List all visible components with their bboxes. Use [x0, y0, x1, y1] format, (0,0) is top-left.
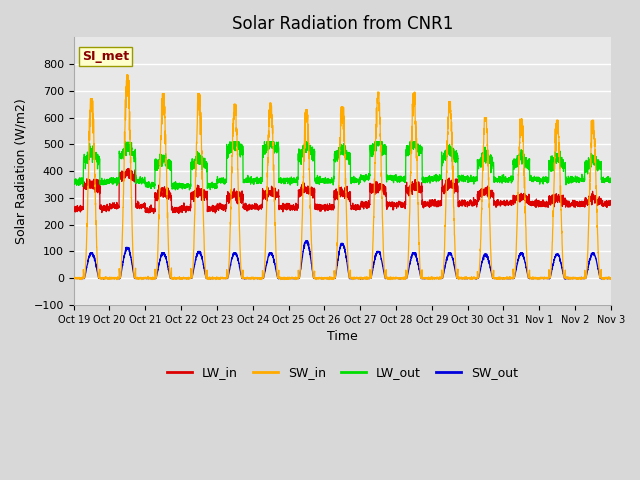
Title: Solar Radiation from CNR1: Solar Radiation from CNR1 — [232, 15, 453, 33]
Legend: LW_in, SW_in, LW_out, SW_out: LW_in, SW_in, LW_out, SW_out — [162, 361, 523, 384]
Text: SI_met: SI_met — [82, 50, 129, 63]
X-axis label: Time: Time — [327, 330, 358, 343]
Y-axis label: Solar Radiation (W/m2): Solar Radiation (W/m2) — [15, 98, 28, 244]
